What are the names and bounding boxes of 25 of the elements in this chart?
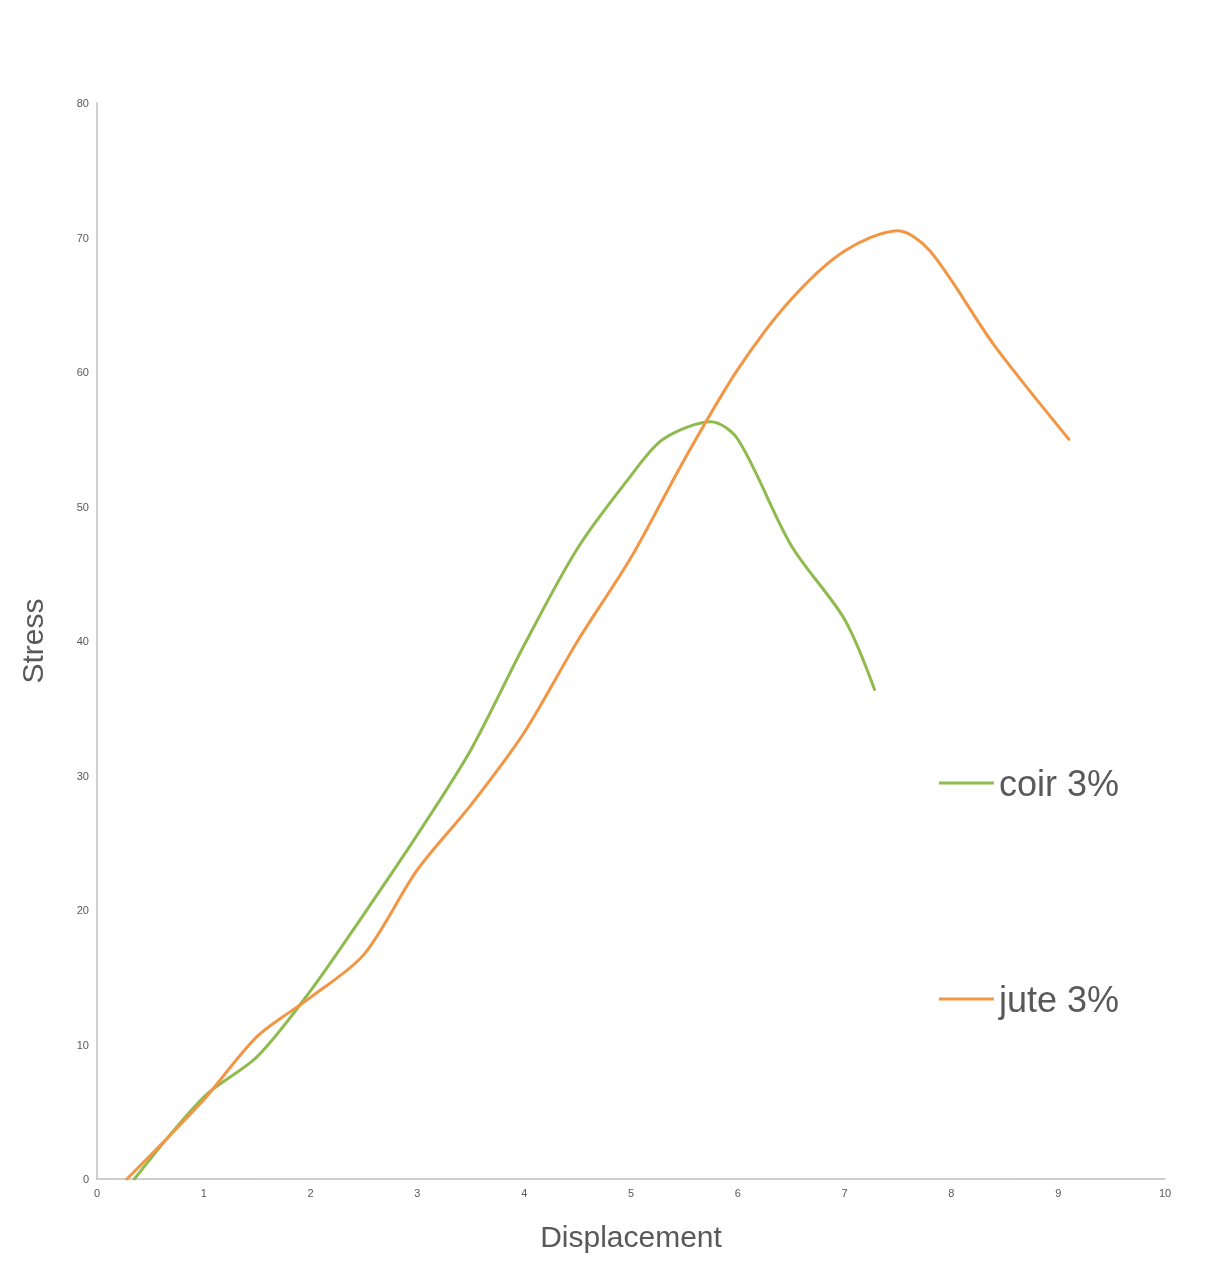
y-tick-label: 10 [76,1038,89,1051]
y-tick-label: 30 [76,769,89,782]
y-tick-label: 80 [76,97,89,109]
x-tick-label: 3 [414,1186,421,1199]
x-tick-label: 6 [734,1186,741,1199]
x-tick-label: 5 [627,1186,635,1199]
y-tick-label: 20 [76,904,89,916]
y-tick-label: 0 [82,1173,89,1185]
x-tick-label: 0 [93,1186,101,1199]
x-tick-label: 4 [521,1186,528,1199]
x-tick-label: 10 [1158,1186,1172,1199]
y-tick-label: 60 [76,366,89,378]
x-tick-label: 7 [841,1186,848,1199]
line-series [132,420,876,1181]
x-axis-title: Displacement [540,1219,723,1253]
y-tick-label: 40 [76,635,89,647]
y-tick-label: 70 [76,231,89,244]
legend-label: jute 3% [997,978,1119,1020]
legend-label: coir 3% [998,762,1119,804]
x-tick-label: 9 [1055,1186,1062,1199]
x-tick-label: 2 [307,1186,314,1199]
x-tick-label: 8 [948,1186,955,1199]
y-tick-label: 50 [76,500,89,513]
y-axis-title: Stress [15,598,49,684]
x-tick-label: 1 [200,1186,207,1199]
